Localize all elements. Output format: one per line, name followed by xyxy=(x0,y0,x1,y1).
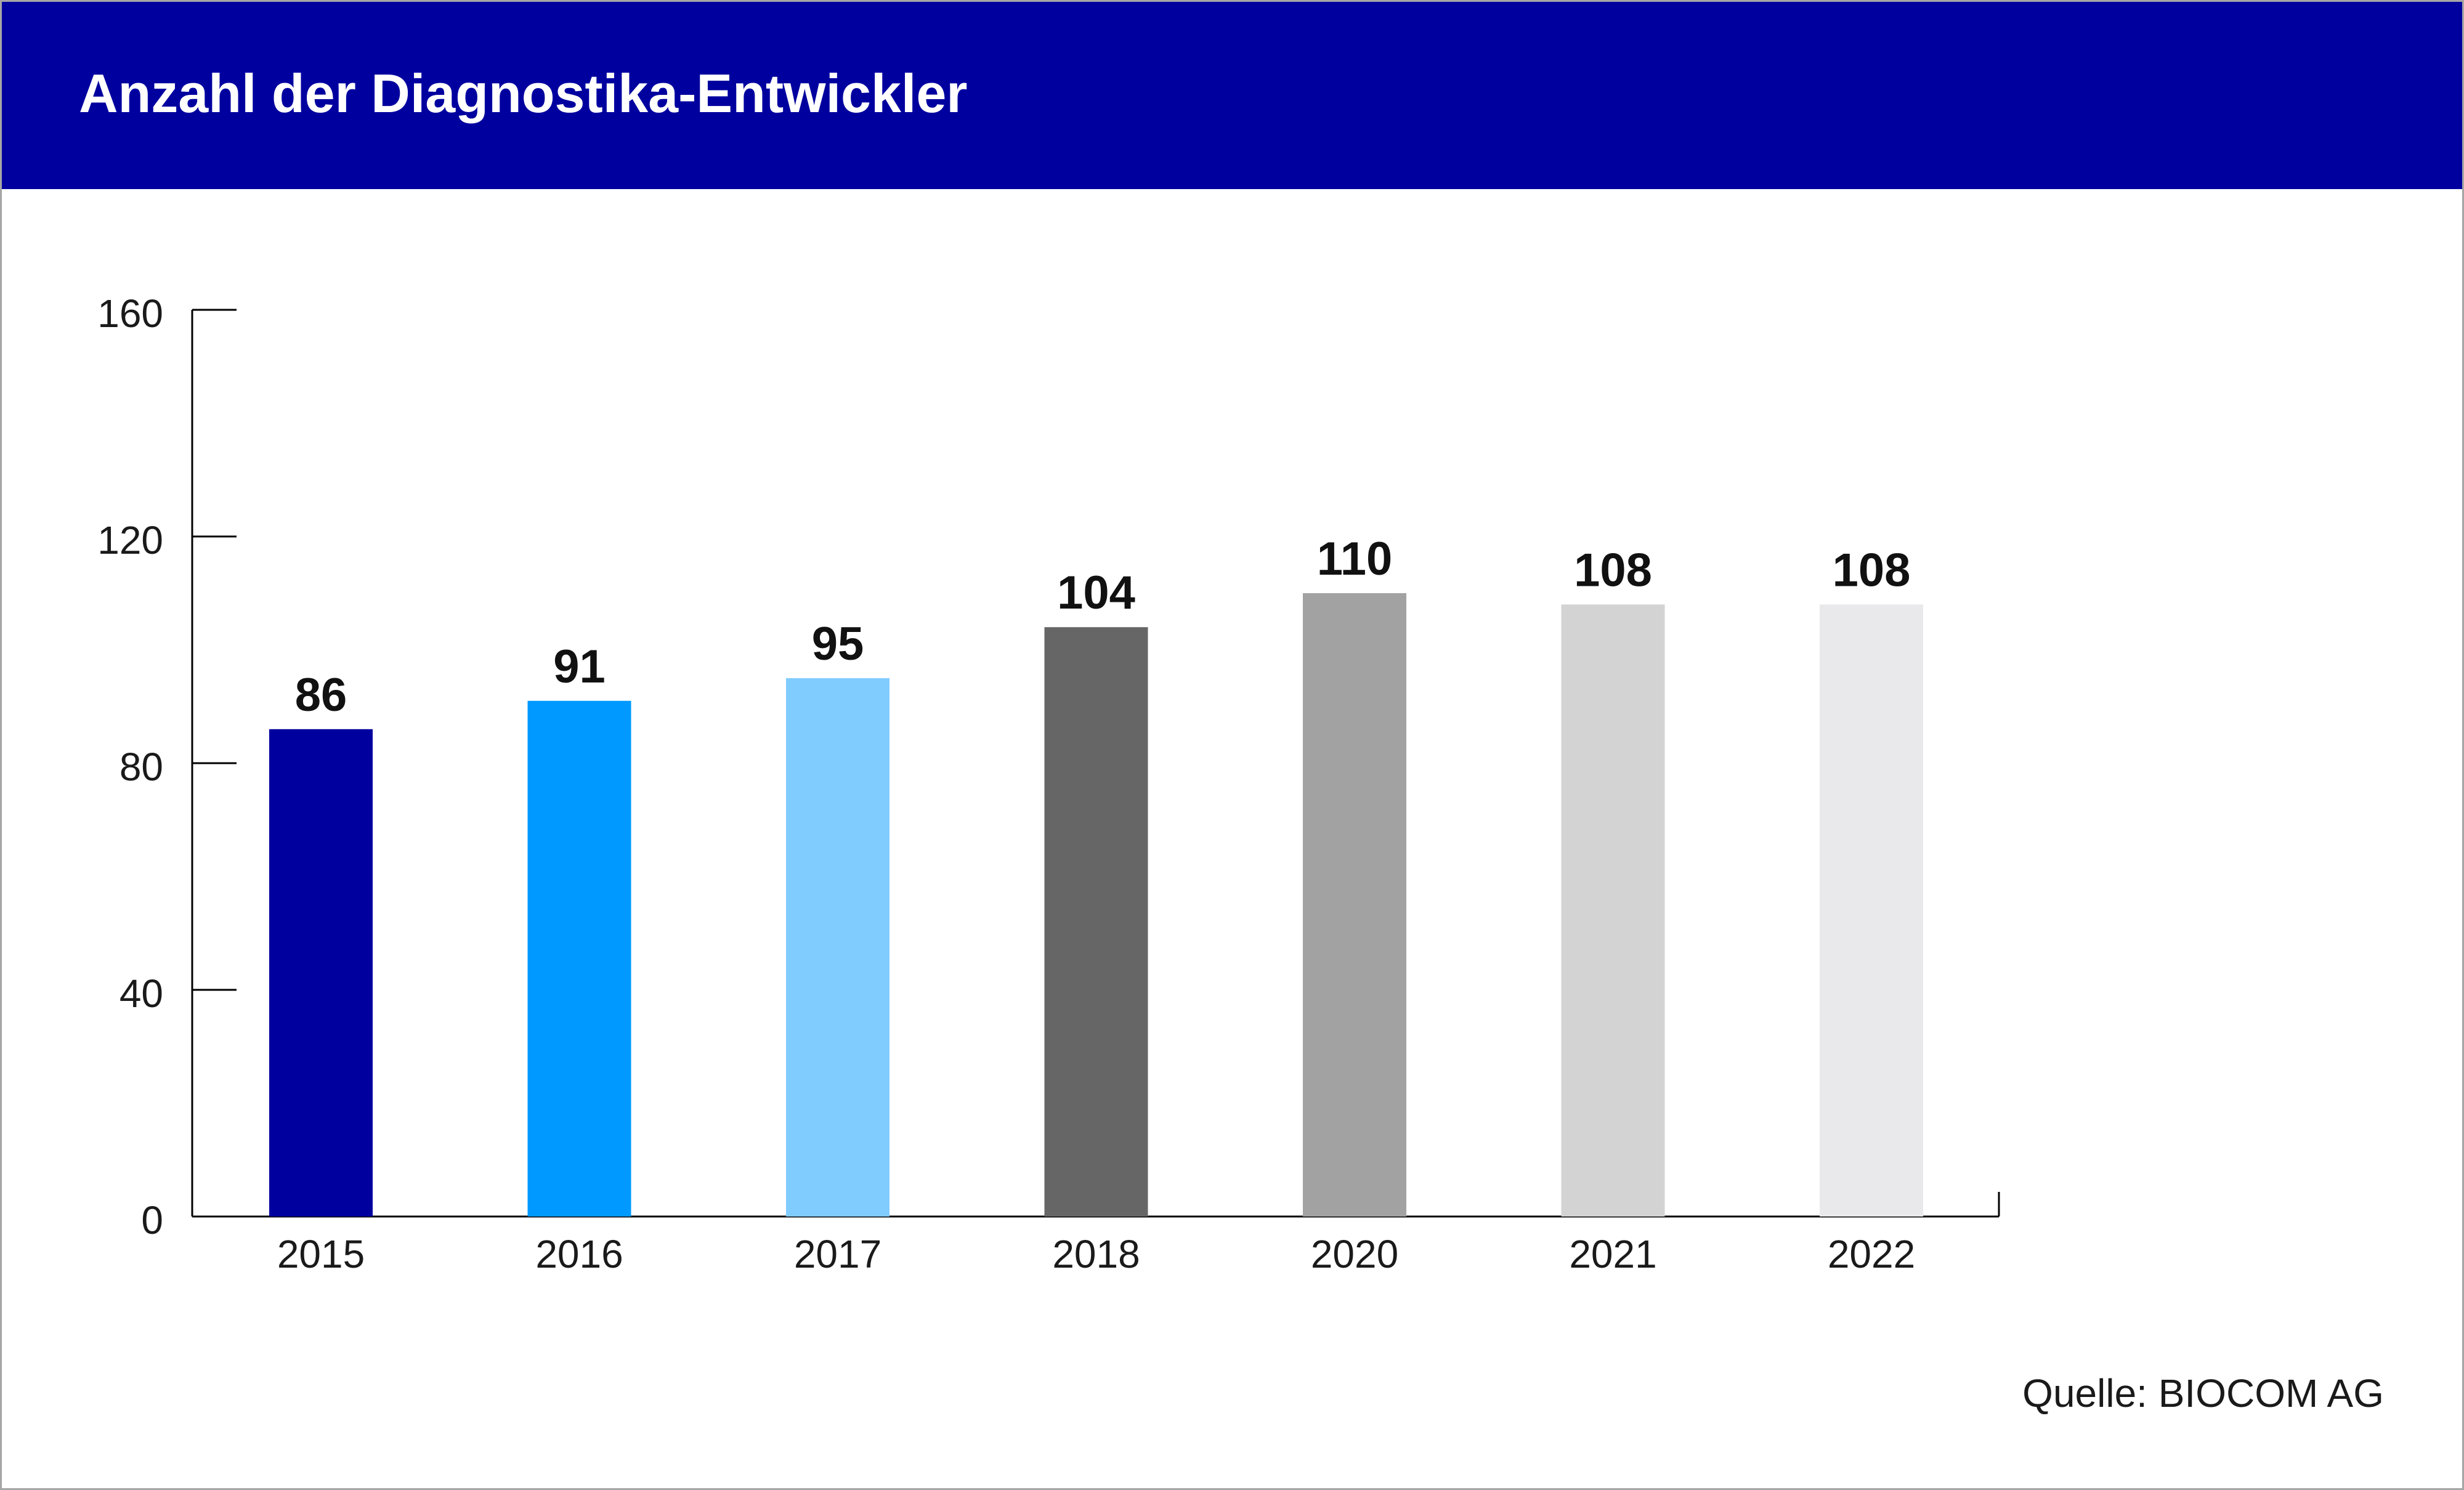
x-tick-label: 2017 xyxy=(794,1232,881,1276)
x-axis: 2015 2016 2017 2018 2020 2021 2022 xyxy=(192,1192,2000,1276)
y-tick-label: 160 xyxy=(97,291,163,336)
x-tick-label: 2016 xyxy=(535,1232,623,1276)
title-banner: Anzahl der Diagnostika-Entwickler xyxy=(2,2,2462,189)
bars: 86 91 95 104 110 108 108 xyxy=(269,533,1923,1217)
y-tick-label: 0 xyxy=(141,1198,163,1242)
x-tick-label: 2015 xyxy=(277,1232,365,1276)
y-axis: 0 40 80 120 160 xyxy=(97,291,237,1242)
data-label: 95 xyxy=(812,618,864,670)
data-label: 86 xyxy=(295,669,347,721)
data-label: 104 xyxy=(1057,567,1135,619)
bar xyxy=(527,700,631,1217)
x-tick-label: 2021 xyxy=(1569,1232,1656,1276)
x-tick-label: 2020 xyxy=(1311,1232,1398,1276)
bar xyxy=(1820,604,1923,1217)
bar xyxy=(1561,604,1665,1217)
data-label: 110 xyxy=(1317,533,1393,585)
chart-title: Anzahl der Diagnostika-Entwickler xyxy=(79,63,968,124)
y-tick-label: 80 xyxy=(120,745,163,789)
data-label: 108 xyxy=(1574,544,1652,596)
bar xyxy=(269,729,373,1217)
bar xyxy=(1044,627,1148,1217)
x-tick-label: 2022 xyxy=(1828,1232,1915,1276)
data-label: 108 xyxy=(1833,544,1911,596)
x-tick-label: 2018 xyxy=(1052,1232,1140,1276)
y-tick-label: 120 xyxy=(97,518,163,562)
data-label: 91 xyxy=(553,641,606,693)
bar xyxy=(1303,593,1406,1217)
y-tick-label: 40 xyxy=(120,971,163,1016)
source-note: Quelle: BIOCOM AG xyxy=(2022,1371,2384,1415)
bar xyxy=(786,678,890,1217)
